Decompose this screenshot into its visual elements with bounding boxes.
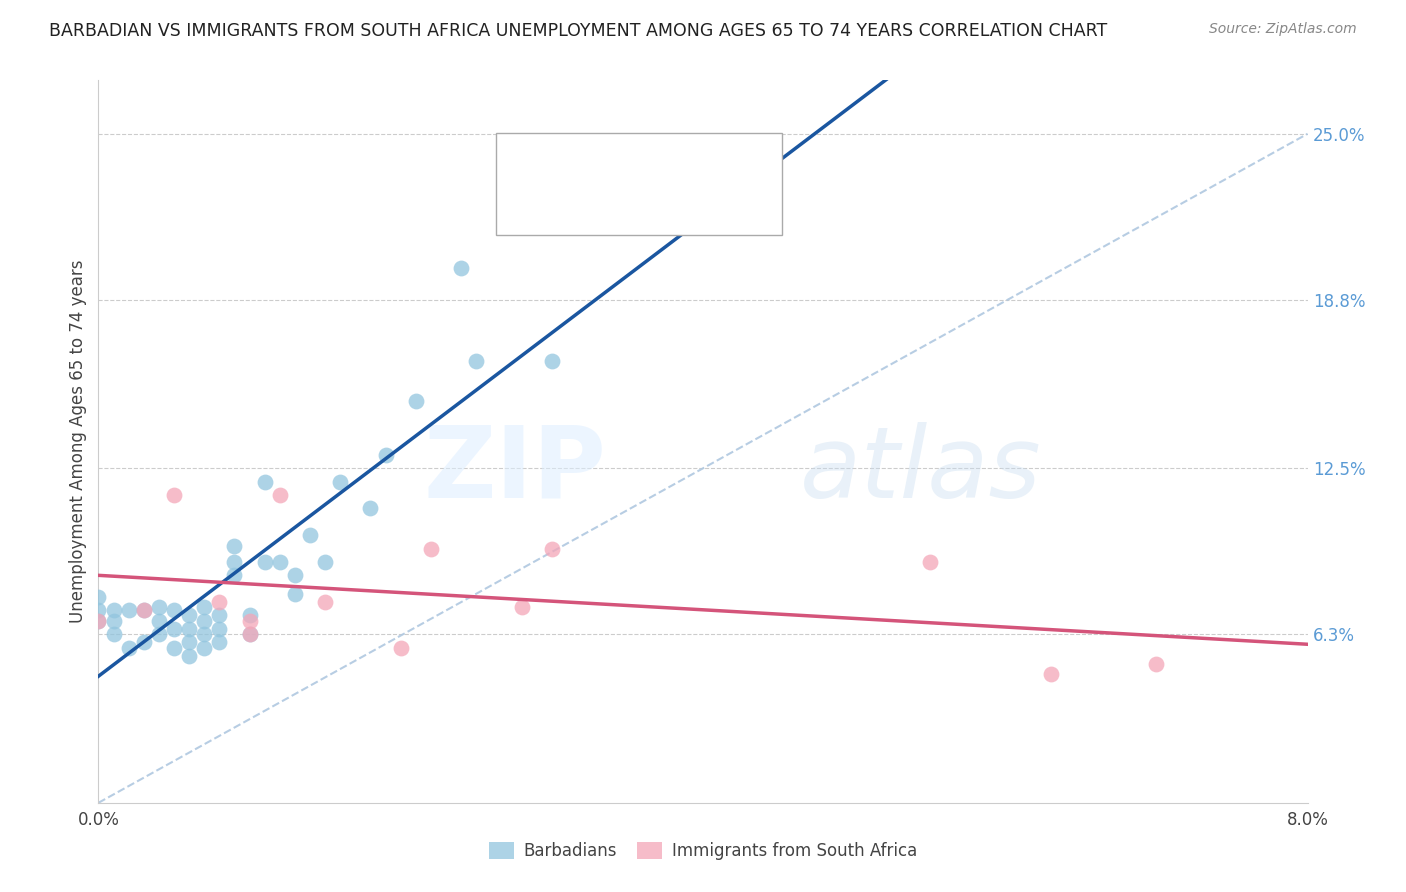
Point (540, 541, 562, 556)
Point (510, 600, 533, 615)
Point (193, 640, 215, 655)
Point (163, 488, 186, 502)
Point (208, 622, 231, 636)
Point (284, 568, 307, 582)
Point (148, 600, 170, 615)
Point (450, 260, 472, 275)
Text: Source: ZipAtlas.com: Source: ZipAtlas.com (1209, 22, 1357, 37)
Point (616, 207, 638, 221)
Point (193, 600, 215, 615)
Point (1039, 667, 1062, 681)
Point (314, 595, 336, 609)
Point (179, 635, 201, 649)
Text: 15: 15 (707, 202, 728, 218)
Point (239, 627, 262, 641)
Point (179, 608, 201, 623)
Point (239, 627, 262, 641)
Y-axis label: Unemployment Among Ages 65 to 74 years: Unemployment Among Ages 65 to 74 years (69, 260, 87, 624)
Point (224, 568, 246, 582)
Point (389, 640, 412, 655)
Point (87, 614, 110, 628)
Point (253, 555, 276, 569)
Text: BARBADIAN VS IMMIGRANTS FROM SOUTH AFRICA UNEMPLOYMENT AMONG AGES 65 TO 74 YEARS: BARBADIAN VS IMMIGRANTS FROM SOUTH AFRIC… (49, 22, 1108, 40)
Legend: Barbadians, Immigrants from South Africa: Barbadians, Immigrants from South Africa (482, 835, 924, 867)
Point (87, 614, 110, 628)
Point (299, 528, 322, 542)
Text: 47: 47 (707, 161, 728, 175)
Point (193, 614, 215, 628)
Point (360, 501, 382, 516)
Point (224, 555, 246, 569)
Text: ■: ■ (516, 159, 531, 177)
Point (148, 614, 170, 628)
Text: R =: R = (551, 161, 585, 175)
Point (284, 587, 307, 601)
Point (103, 603, 125, 617)
Point (374, 448, 396, 462)
Point (329, 475, 352, 489)
Text: 0.590: 0.590 (606, 161, 654, 175)
Point (208, 595, 231, 609)
Point (87, 603, 110, 617)
Point (208, 635, 231, 649)
Point (103, 627, 125, 641)
Point (163, 640, 186, 655)
Point (224, 539, 246, 553)
Point (420, 541, 443, 556)
Text: N =: N = (658, 161, 692, 175)
Text: N =: N = (658, 202, 692, 218)
Point (314, 555, 336, 569)
Point (163, 622, 186, 636)
Text: atlas: atlas (800, 422, 1042, 519)
Text: -0.142: -0.142 (595, 202, 650, 218)
Point (103, 614, 125, 628)
Point (918, 555, 941, 569)
Point (540, 354, 562, 368)
Point (405, 394, 427, 409)
Point (118, 640, 141, 655)
Point (179, 622, 201, 636)
Point (208, 608, 231, 623)
Point (118, 603, 141, 617)
Point (163, 603, 186, 617)
Point (269, 488, 291, 502)
Text: R =: R = (551, 202, 585, 218)
Point (269, 555, 291, 569)
Text: ZIP: ZIP (423, 422, 606, 519)
Point (179, 648, 201, 663)
Point (148, 627, 170, 641)
Text: ■: ■ (516, 202, 531, 219)
Point (132, 603, 155, 617)
Point (132, 603, 155, 617)
Point (1146, 657, 1168, 671)
Point (253, 475, 276, 489)
Point (239, 614, 262, 628)
Point (87, 590, 110, 604)
Point (465, 354, 488, 368)
Point (132, 635, 155, 649)
Point (193, 627, 215, 641)
Point (239, 608, 262, 623)
